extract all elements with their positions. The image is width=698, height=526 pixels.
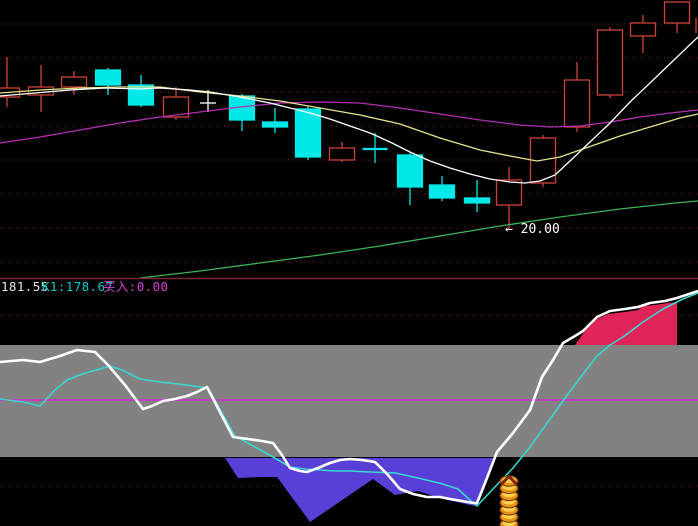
indicator-value-main: 181.55 (1, 279, 49, 294)
indicator-areas (225, 302, 677, 522)
candle (563, 62, 591, 132)
area-crimson (575, 302, 677, 345)
ma-white (0, 36, 698, 184)
neutral-band (0, 345, 698, 457)
candle (463, 180, 491, 212)
ma-green (139, 200, 698, 279)
candle (228, 94, 256, 131)
indicator-value-buy: 买入:0.00 (103, 279, 169, 294)
candle (362, 133, 388, 163)
indicator-value-k1: K1:178.67 (42, 279, 114, 294)
candle (629, 15, 657, 53)
coin-stack-icon (499, 474, 519, 526)
candle (428, 176, 456, 201)
candle (328, 142, 356, 162)
candle (396, 152, 424, 205)
candle (94, 68, 122, 95)
candle (0, 57, 21, 107)
indicator-white (0, 289, 698, 505)
indicator-lines (0, 289, 698, 507)
candle (294, 106, 322, 160)
candle (261, 108, 289, 133)
price-ma-lines (0, 36, 698, 279)
price-panel[interactable] (0, 1, 698, 279)
candle (663, 1, 691, 33)
candles (0, 1, 697, 230)
price-low-annotation: ← 20.00 (505, 222, 560, 237)
candle (495, 167, 523, 230)
candle (596, 27, 624, 98)
candle (60, 71, 88, 95)
candle (200, 90, 216, 112)
area-blue (225, 458, 495, 522)
ma-magenta (0, 101, 698, 144)
indicator-panel[interactable] (0, 289, 698, 526)
candle (127, 75, 155, 107)
candle (27, 65, 55, 112)
candle (162, 87, 190, 120)
ma-yellow (0, 86, 698, 162)
price-gridlines (0, 23, 698, 263)
coin-chevron-icon (500, 474, 518, 485)
